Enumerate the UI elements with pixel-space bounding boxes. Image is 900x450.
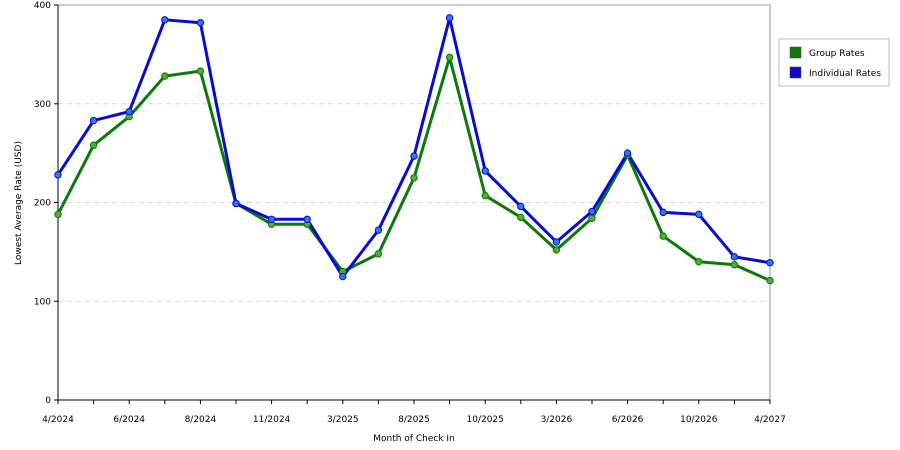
data-point-individual <box>552 238 561 246</box>
data-point-individual <box>410 152 418 160</box>
data-point-group <box>481 191 489 200</box>
data-point-individual <box>517 202 525 211</box>
data-point-individual <box>196 19 205 27</box>
x-axis-title: Month of Check In <box>373 434 455 444</box>
data-point-individual <box>588 207 596 216</box>
x-tick-label: 10/2026 <box>680 415 718 425</box>
data-point-group <box>695 258 703 266</box>
x-tick-label: 8/2024 <box>185 415 217 425</box>
y-tick-label: 300 <box>34 100 51 110</box>
legend: Group Rates Individual Rates <box>778 38 890 87</box>
gridlines <box>58 103 770 302</box>
legend-swatch-individual <box>789 66 802 79</box>
data-point-group <box>54 210 62 219</box>
data-point-group <box>445 53 454 62</box>
data-point-individual <box>445 14 454 22</box>
data-point-group <box>517 213 525 222</box>
legend-label-group: Group Rates <box>809 49 865 59</box>
data-point-individual <box>695 210 703 219</box>
data-point-individual <box>267 215 276 223</box>
data-point-individual <box>659 208 667 217</box>
x-tick-label: 6/2026 <box>612 415 644 425</box>
y-tick-label: 400 <box>34 1 51 11</box>
x-tick-label: 6/2024 <box>113 415 145 425</box>
data-point-individual <box>730 253 739 261</box>
x-tick-label: 3/2026 <box>541 415 573 425</box>
data-point-individual <box>125 107 133 116</box>
y-tick-label: 200 <box>34 199 51 209</box>
data-point-individual <box>161 16 169 24</box>
data-point-group <box>161 72 169 80</box>
data-point-individual <box>766 259 774 267</box>
legend-swatch-group <box>789 46 802 59</box>
x-tick-label: 4/2024 <box>42 415 74 425</box>
data-point-group <box>552 246 561 254</box>
data-point-group <box>410 174 418 182</box>
data-point-individual <box>481 167 489 175</box>
x-tick-label: 8/2025 <box>398 415 430 425</box>
series-lines <box>54 14 774 285</box>
y-tick-label: 100 <box>34 297 51 307</box>
y-axis-title: Lowest Average Rate (USD) <box>14 141 24 265</box>
data-point-group <box>659 232 667 240</box>
axes: 0 100 200 300 400 4/2024 6/2024 8/2024 11/2024 3/… <box>34 1 786 425</box>
data-point-group <box>730 261 739 269</box>
x-tick-label: 3/2025 <box>327 415 359 425</box>
x-tick-label: 10/2025 <box>467 415 504 425</box>
data-point-individual <box>374 226 383 234</box>
data-point-group <box>196 67 205 75</box>
data-point-individual <box>303 215 311 223</box>
data-point-group <box>89 141 98 149</box>
data-point-individual <box>232 199 240 208</box>
data-point-individual <box>54 171 62 179</box>
x-tick-label: 4/2027 <box>754 415 786 425</box>
data-point-group <box>374 250 383 258</box>
legend-label-individual: Individual Rates <box>809 69 881 79</box>
data-point-group <box>766 276 774 285</box>
y-tick-label: 0 <box>45 396 51 406</box>
data-point-group <box>588 214 596 223</box>
data-point-individual <box>339 272 347 281</box>
x-tick-label: 11/2024 <box>253 415 291 425</box>
data-point-individual <box>89 116 98 125</box>
data-point-individual <box>623 149 632 157</box>
